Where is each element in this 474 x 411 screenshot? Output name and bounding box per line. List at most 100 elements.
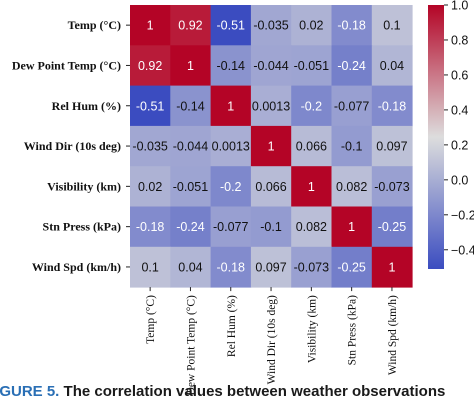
heatmap-cell	[291, 85, 332, 127]
heatmap-cell-label: 1	[268, 140, 275, 154]
heatmap-cell	[210, 246, 252, 288]
heatmap-cell-label: -0.1	[341, 140, 363, 154]
heatmap-cell-label: -0.051	[294, 59, 329, 73]
colorbar-tick-label: −0.4	[451, 243, 474, 257]
heatmap-cell-label: -0.14	[176, 99, 205, 113]
heatmap-cell-label: -0.073	[294, 260, 329, 274]
heatmap-cell-label: 0.02	[299, 19, 323, 33]
heatmap-cell-label: 1	[147, 19, 154, 33]
column-label: Dew Point Temp (°C)	[185, 295, 197, 396]
heatmap-cell-label: -0.18	[337, 19, 366, 33]
heatmap-cell-labels: 1 0.92 -0.51 -0.035 0.02 -0.18 0.1 0.92 1 -0.14 -0…	[132, 19, 409, 275]
heatmap-cell	[371, 85, 413, 127]
heatmap-cells	[130, 5, 413, 288]
row-label: Stn Press (kPa)	[43, 220, 121, 234]
heatmap-cell-label: -0.2	[301, 99, 323, 113]
heatmap-cell-label: 1	[187, 59, 194, 73]
heatmap-cell	[210, 166, 252, 207]
heatmap-cell	[331, 206, 373, 248]
colorbar-tick-label: 0.4	[451, 103, 468, 117]
heatmap-cell-label: 1	[348, 220, 355, 234]
heatmap-cell	[250, 5, 292, 46]
heatmap-cell-label: -0.051	[173, 180, 208, 194]
heatmap-cell	[170, 85, 212, 127]
heatmap-cell	[250, 85, 292, 127]
colorbar-tick-label: 0.8	[451, 33, 468, 47]
heatmap-cell	[170, 125, 212, 167]
heatmap-cell	[210, 125, 252, 167]
heatmap-cell	[371, 125, 413, 167]
column-label: Stn Press (kPa)	[347, 295, 359, 365]
heatmap-cell-label: 0.082	[296, 220, 327, 234]
heatmap-cell	[250, 166, 292, 207]
heatmap-cell-label: -0.24	[337, 59, 366, 73]
heatmap-cell-label: 0.92	[138, 59, 162, 73]
figure-caption: FIGURE 5. The correlation values between…	[0, 383, 474, 406]
heatmap-cell-label: 0.04	[178, 260, 202, 274]
heatmap-cell	[170, 5, 212, 46]
heatmap-cell-label: 1	[308, 180, 315, 194]
heatmap-cell	[371, 246, 413, 288]
heatmap-cell-label: -0.1	[260, 220, 282, 234]
heatmap-cell	[210, 5, 252, 46]
heatmap-cell	[291, 246, 332, 288]
column-label: Visibility (km)	[306, 295, 318, 363]
heatmap-cell-label: 1	[388, 260, 395, 274]
colorbar-tick-label: 0.6	[451, 68, 468, 82]
heatmap-cell-label: -0.24	[176, 220, 205, 234]
heatmap-cell-label: 1	[227, 99, 234, 113]
heatmap-cell-label: -0.18	[217, 260, 246, 274]
heatmap-cell	[371, 5, 413, 46]
heatmap-cell-label: 0.066	[255, 180, 286, 194]
figure-label: FIGURE 5.	[0, 383, 60, 400]
colorbar-tick-label: 1.0	[451, 0, 468, 13]
heatmap-cell	[331, 125, 373, 167]
heatmap-cell-label: 0.04	[380, 59, 404, 73]
heatmap-cell	[130, 166, 171, 207]
heatmap-cell-label: -0.18	[136, 220, 165, 234]
heatmap-cell-label: 0.0013	[212, 140, 250, 154]
heatmap-cell-label: 0.92	[178, 19, 202, 33]
heatmap-cell	[130, 246, 171, 288]
heatmap-cell-label: -0.077	[334, 99, 369, 113]
colorbar-tick-label: −0.2	[451, 208, 474, 222]
heatmap-cell	[170, 206, 212, 248]
colorbar-tick-label: 0.2	[451, 138, 468, 152]
heatmap-cell	[250, 45, 292, 87]
heatmap-cell	[371, 206, 413, 248]
heatmap-cell	[210, 85, 252, 127]
heatmap-cell-label: 0.066	[296, 140, 327, 154]
colorbar-tick-label: 0.0	[451, 173, 468, 187]
heatmap-cell-label: 0.082	[336, 180, 367, 194]
heatmap-cell	[130, 45, 171, 87]
heatmap-cell	[331, 246, 373, 288]
heatmap-cell	[170, 166, 212, 207]
heatmap-cell-label: -0.073	[374, 180, 409, 194]
row-labels: Temp (°C) Dew Point Temp (°C) Rel Hum (%) W…	[12, 18, 130, 274]
heatmap-cell	[371, 166, 413, 207]
colorbar: 1.0 0.8 0.6 0.4 0.2 0.0 −0.2 −0.4	[428, 0, 474, 269]
figure-caption-text: The correlation values between weather o…	[63, 383, 446, 400]
heatmap-cell	[210, 45, 252, 87]
heatmap-cell	[291, 206, 332, 248]
row-label: Wind Dir (10s deg)	[24, 139, 121, 153]
heatmap-cell-label: 0.0013	[252, 99, 290, 113]
heatmap-cell	[250, 206, 292, 248]
heatmap-cell	[331, 85, 373, 127]
heatmap-cell	[130, 85, 171, 127]
heatmap-cell-label: -0.51	[136, 99, 165, 113]
heatmap-cell-label: -0.14	[217, 59, 246, 73]
heatmap-cell	[250, 246, 292, 288]
heatmap-cell	[331, 5, 373, 46]
column-label: Wind Spd (km/h)	[387, 295, 399, 375]
heatmap-cell	[331, 166, 373, 207]
row-label: Wind Spd (km/h)	[32, 260, 121, 274]
heatmap-cell	[371, 45, 413, 87]
row-label: Temp (°C)	[68, 18, 121, 32]
column-labels: Temp (°C) Dew Point Temp (°C) Rel Hum (%) W…	[145, 287, 399, 395]
heatmap-cell	[170, 45, 212, 87]
heatmap-cell	[130, 5, 171, 46]
heatmap-cell	[291, 125, 332, 167]
heatmap-cell-label: -0.044	[253, 59, 288, 73]
